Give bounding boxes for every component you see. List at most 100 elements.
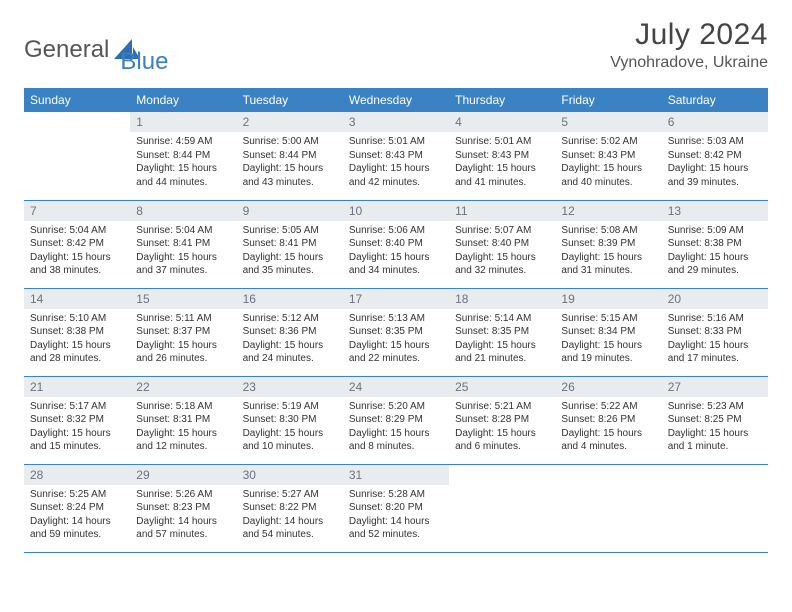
calendar-cell: 11Sunrise: 5:07 AMSunset: 8:40 PMDayligh…	[449, 200, 555, 288]
day-number: 21	[24, 377, 130, 397]
daylight-line: Daylight: 15 hours and 43 minutes.	[243, 162, 337, 189]
day-number: 27	[662, 377, 768, 397]
day-number: 8	[130, 201, 236, 221]
daylight-line: Daylight: 15 hours and 39 minutes.	[668, 162, 762, 189]
weekday-header: Tuesday	[237, 88, 343, 112]
sunrise-line: Sunrise: 5:11 AM	[136, 312, 230, 326]
sunset-line: Sunset: 8:31 PM	[136, 413, 230, 427]
day-number: 17	[343, 289, 449, 309]
day-number: 19	[555, 289, 661, 309]
daylight-line: Daylight: 15 hours and 22 minutes.	[349, 339, 443, 366]
sunset-line: Sunset: 8:44 PM	[243, 149, 337, 163]
day-number: 6	[662, 112, 768, 132]
weekday-header: Sunday	[24, 88, 130, 112]
day-details: Sunrise: 5:09 AMSunset: 8:38 PMDaylight:…	[662, 221, 768, 284]
day-number: 3	[343, 112, 449, 132]
sunset-line: Sunset: 8:20 PM	[349, 501, 443, 515]
day-number: 11	[449, 201, 555, 221]
sunset-line: Sunset: 8:32 PM	[30, 413, 124, 427]
sunrise-line: Sunrise: 5:28 AM	[349, 488, 443, 502]
sunset-line: Sunset: 8:43 PM	[561, 149, 655, 163]
day-number: 13	[662, 201, 768, 221]
daylight-line: Daylight: 15 hours and 31 minutes.	[561, 251, 655, 278]
logo-text-blue: Blue	[120, 48, 168, 76]
sunrise-line: Sunrise: 5:06 AM	[349, 224, 443, 238]
logo: General Blue	[24, 18, 168, 76]
sunset-line: Sunset: 8:41 PM	[243, 237, 337, 251]
day-details: Sunrise: 5:16 AMSunset: 8:33 PMDaylight:…	[662, 309, 768, 372]
calendar-cell: 24Sunrise: 5:20 AMSunset: 8:29 PMDayligh…	[343, 376, 449, 464]
sunrise-line: Sunrise: 5:13 AM	[349, 312, 443, 326]
sunset-line: Sunset: 8:25 PM	[668, 413, 762, 427]
daylight-line: Daylight: 15 hours and 40 minutes.	[561, 162, 655, 189]
day-number: 1	[130, 112, 236, 132]
day-details: Sunrise: 5:28 AMSunset: 8:20 PMDaylight:…	[343, 485, 449, 548]
day-number: 25	[449, 377, 555, 397]
daylight-line: Daylight: 15 hours and 19 minutes.	[561, 339, 655, 366]
day-details: Sunrise: 5:01 AMSunset: 8:43 PMDaylight:…	[449, 132, 555, 195]
daylight-line: Daylight: 15 hours and 8 minutes.	[349, 427, 443, 454]
calendar-cell: 18Sunrise: 5:14 AMSunset: 8:35 PMDayligh…	[449, 288, 555, 376]
day-details: Sunrise: 5:11 AMSunset: 8:37 PMDaylight:…	[130, 309, 236, 372]
day-details: Sunrise: 5:17 AMSunset: 8:32 PMDaylight:…	[24, 397, 130, 460]
day-details: Sunrise: 5:04 AMSunset: 8:41 PMDaylight:…	[130, 221, 236, 284]
weekday-header: Saturday	[662, 88, 768, 112]
day-details: Sunrise: 5:21 AMSunset: 8:28 PMDaylight:…	[449, 397, 555, 460]
sunset-line: Sunset: 8:33 PM	[668, 325, 762, 339]
logo-text-general: General	[24, 36, 109, 64]
sunrise-line: Sunrise: 5:00 AM	[243, 135, 337, 149]
calendar-cell: 15Sunrise: 5:11 AMSunset: 8:37 PMDayligh…	[130, 288, 236, 376]
day-details: Sunrise: 5:26 AMSunset: 8:23 PMDaylight:…	[130, 485, 236, 548]
daylight-line: Daylight: 15 hours and 29 minutes.	[668, 251, 762, 278]
day-details: Sunrise: 5:13 AMSunset: 8:35 PMDaylight:…	[343, 309, 449, 372]
sunrise-line: Sunrise: 5:16 AM	[668, 312, 762, 326]
sunset-line: Sunset: 8:36 PM	[243, 325, 337, 339]
calendar-cell: 23Sunrise: 5:19 AMSunset: 8:30 PMDayligh…	[237, 376, 343, 464]
day-details: Sunrise: 5:10 AMSunset: 8:38 PMDaylight:…	[24, 309, 130, 372]
day-details: Sunrise: 5:12 AMSunset: 8:36 PMDaylight:…	[237, 309, 343, 372]
calendar-cell-empty	[555, 464, 661, 552]
calendar-cell: 17Sunrise: 5:13 AMSunset: 8:35 PMDayligh…	[343, 288, 449, 376]
sunrise-line: Sunrise: 5:04 AM	[136, 224, 230, 238]
calendar-cell: 5Sunrise: 5:02 AMSunset: 8:43 PMDaylight…	[555, 112, 661, 200]
day-details: Sunrise: 5:05 AMSunset: 8:41 PMDaylight:…	[237, 221, 343, 284]
day-details: Sunrise: 5:18 AMSunset: 8:31 PMDaylight:…	[130, 397, 236, 460]
day-details: Sunrise: 5:08 AMSunset: 8:39 PMDaylight:…	[555, 221, 661, 284]
sunset-line: Sunset: 8:35 PM	[455, 325, 549, 339]
sunset-line: Sunset: 8:35 PM	[349, 325, 443, 339]
daylight-line: Daylight: 15 hours and 32 minutes.	[455, 251, 549, 278]
daylight-line: Daylight: 15 hours and 17 minutes.	[668, 339, 762, 366]
sunrise-line: Sunrise: 5:18 AM	[136, 400, 230, 414]
calendar-cell: 9Sunrise: 5:05 AMSunset: 8:41 PMDaylight…	[237, 200, 343, 288]
sunrise-line: Sunrise: 5:23 AM	[668, 400, 762, 414]
calendar-body: 1Sunrise: 4:59 AMSunset: 8:44 PMDaylight…	[24, 112, 768, 552]
day-number: 2	[237, 112, 343, 132]
sunrise-line: Sunrise: 5:01 AM	[349, 135, 443, 149]
sunrise-line: Sunrise: 5:19 AM	[243, 400, 337, 414]
weekday-header: Wednesday	[343, 88, 449, 112]
day-details: Sunrise: 5:27 AMSunset: 8:22 PMDaylight:…	[237, 485, 343, 548]
daylight-line: Daylight: 15 hours and 24 minutes.	[243, 339, 337, 366]
sunset-line: Sunset: 8:38 PM	[668, 237, 762, 251]
sunset-line: Sunset: 8:28 PM	[455, 413, 549, 427]
sunrise-line: Sunrise: 5:03 AM	[668, 135, 762, 149]
calendar-cell: 10Sunrise: 5:06 AMSunset: 8:40 PMDayligh…	[343, 200, 449, 288]
sunrise-line: Sunrise: 5:10 AM	[30, 312, 124, 326]
calendar-cell: 8Sunrise: 5:04 AMSunset: 8:41 PMDaylight…	[130, 200, 236, 288]
day-number: 29	[130, 465, 236, 485]
daylight-line: Daylight: 15 hours and 12 minutes.	[136, 427, 230, 454]
daylight-line: Daylight: 15 hours and 37 minutes.	[136, 251, 230, 278]
day-number: 12	[555, 201, 661, 221]
sunrise-line: Sunrise: 5:20 AM	[349, 400, 443, 414]
calendar-cell-empty	[24, 112, 130, 200]
sunrise-line: Sunrise: 5:27 AM	[243, 488, 337, 502]
calendar-cell: 6Sunrise: 5:03 AMSunset: 8:42 PMDaylight…	[662, 112, 768, 200]
daylight-line: Daylight: 14 hours and 57 minutes.	[136, 515, 230, 542]
sunrise-line: Sunrise: 5:14 AM	[455, 312, 549, 326]
daylight-line: Daylight: 14 hours and 52 minutes.	[349, 515, 443, 542]
sunset-line: Sunset: 8:37 PM	[136, 325, 230, 339]
calendar-cell: 2 Sunrise: 5:00 AMSunset: 8:44 PMDaylight…	[237, 112, 343, 200]
calendar-cell: 1Sunrise: 4:59 AMSunset: 8:44 PMDaylight…	[130, 112, 236, 200]
day-number: 7	[24, 201, 130, 221]
sunrise-line: Sunrise: 5:22 AM	[561, 400, 655, 414]
